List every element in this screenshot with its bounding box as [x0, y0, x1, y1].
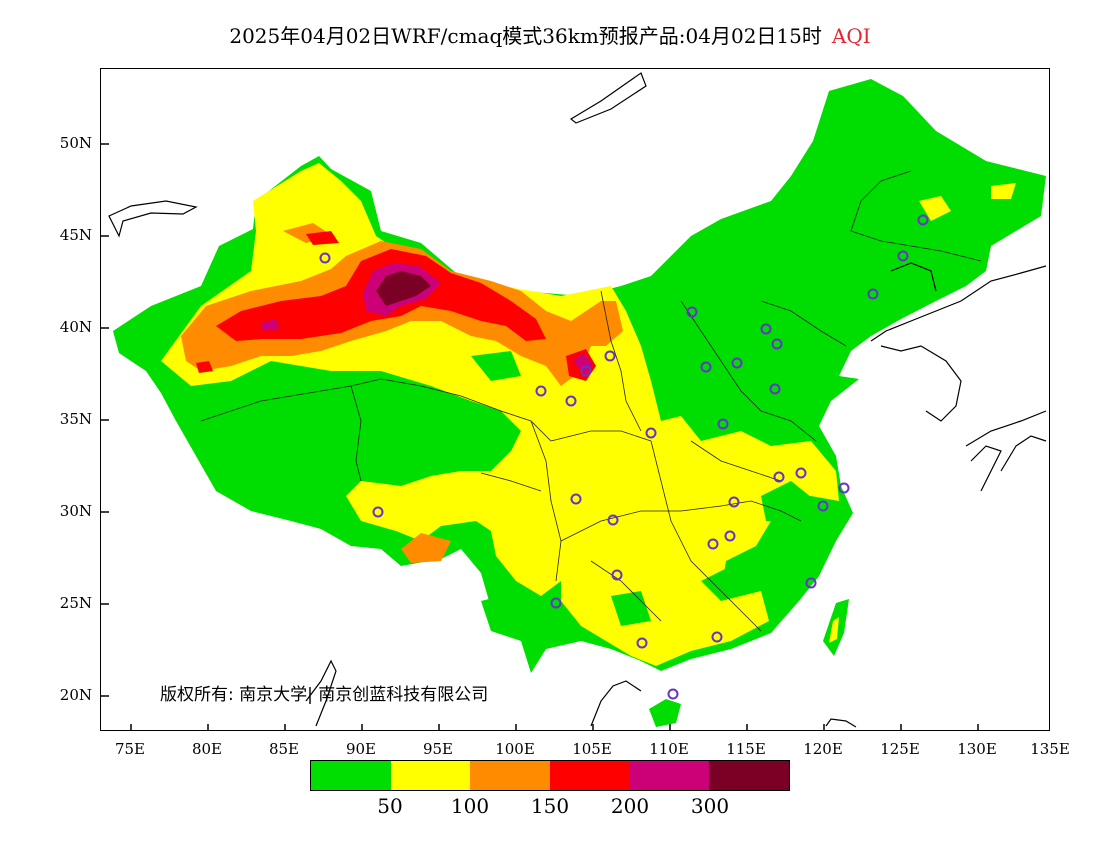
legend-swatch-heavy: [629, 761, 710, 790]
legend-label-150: 150: [530, 794, 570, 818]
map-title-text: 2025年04月02日WRF/cmaq模式36km预报产品:04月02日15时: [229, 24, 822, 48]
legend-swatch-good: [311, 761, 391, 790]
legend-label-300: 300: [690, 794, 730, 818]
aqi-map-svg: [101, 72, 1047, 730]
lat-label-45n: 45N: [59, 226, 92, 244]
legend-swatch-light: [470, 761, 551, 790]
lon-label-110e: 110E: [649, 740, 689, 758]
map-title: 2025年04月02日WRF/cmaq模式36km预报产品:04月02日15时 A…: [0, 20, 1100, 49]
lat-label-40n: 40N: [59, 318, 92, 336]
lon-label-105e: 105E: [572, 740, 612, 758]
lon-label-95e: 95E: [422, 740, 454, 758]
region-severe: [376, 271, 431, 306]
legend-label-200: 200: [610, 794, 650, 818]
lon-label-120e: 120E: [803, 740, 843, 758]
lat-label-35n: 35N: [59, 410, 92, 428]
lat-label-30n: 30N: [59, 502, 92, 520]
lon-label-115e: 115E: [726, 740, 766, 758]
province-boundaries: [200, 170, 982, 632]
copyright-notice: 版权所有: 南京大学| 南京创蓝科技有限公司: [160, 685, 489, 705]
lon-label-135e: 135E: [1030, 740, 1070, 758]
lat-label-20n: 20N: [59, 686, 92, 704]
aqi-legend: [310, 760, 790, 791]
legend-swatch-severe: [709, 761, 790, 790]
lon-label-85e: 85E: [268, 740, 300, 758]
taiwan-moderate: [829, 617, 839, 643]
lon-label-80e: 80E: [191, 740, 223, 758]
aqi-map: [100, 68, 1050, 731]
lon-label-100e: 100E: [495, 740, 535, 758]
lon-label-90e: 90E: [345, 740, 377, 758]
legend-label-100: 100: [450, 794, 490, 818]
lat-label-25n: 25N: [59, 594, 92, 612]
legend-label-50: 50: [377, 794, 403, 818]
coastlines: [108, 72, 1047, 728]
variable-label: AQI: [831, 24, 871, 48]
station-markers: [319, 214, 929, 700]
lon-label-130e: 130E: [957, 740, 997, 758]
axis-ticks: [101, 143, 979, 730]
lon-label-75e: 75E: [114, 740, 146, 758]
lat-label-50n: 50N: [59, 134, 92, 152]
lon-label-125e: 125E: [880, 740, 920, 758]
region-hainan: [649, 699, 681, 727]
legend-swatch-medium: [550, 761, 630, 790]
legend-swatch-moderate: [390, 761, 471, 790]
